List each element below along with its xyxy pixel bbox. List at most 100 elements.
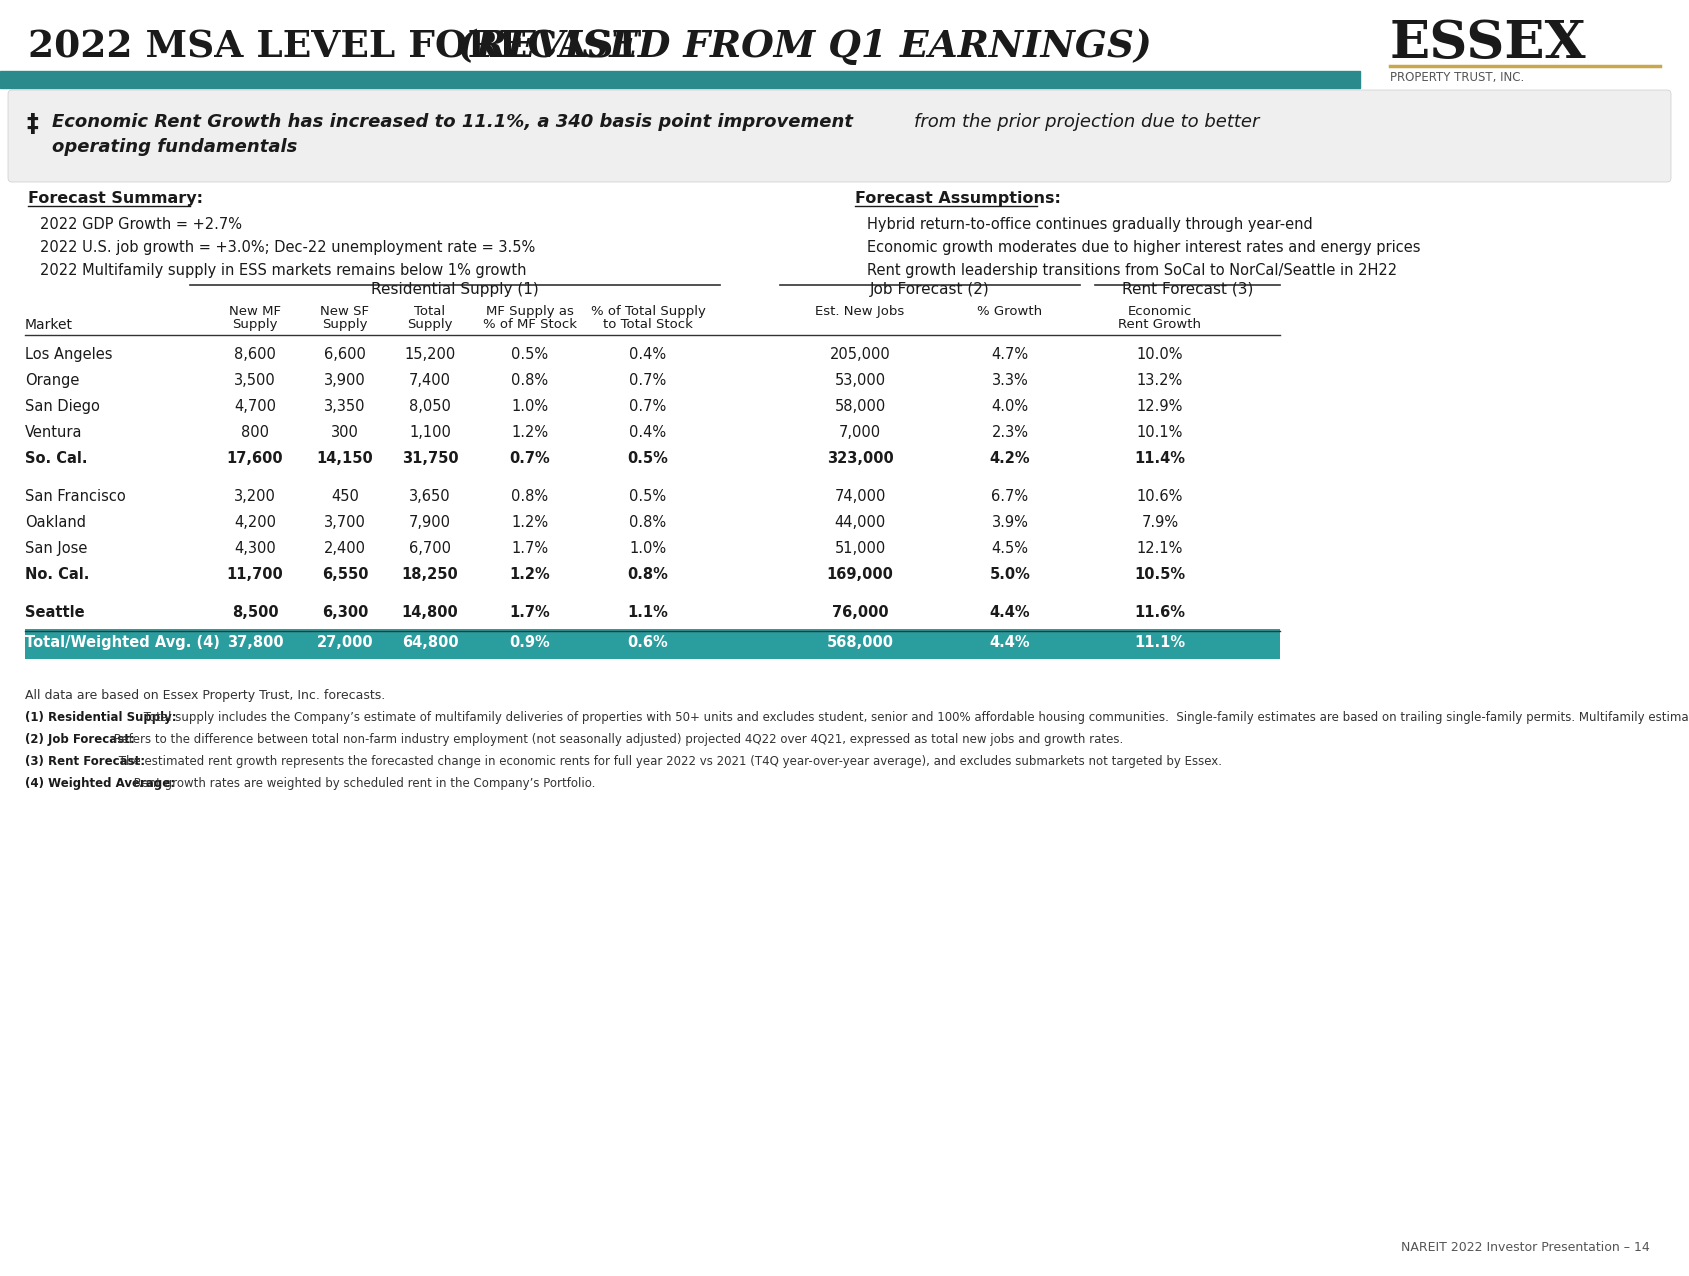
Text: Economic: Economic bbox=[1127, 305, 1191, 318]
Text: 6,600: 6,600 bbox=[324, 347, 367, 362]
Text: 0.8%: 0.8% bbox=[512, 373, 549, 388]
Text: The estimated rent growth represents the forecasted change in economic rents for: The estimated rent growth represents the… bbox=[115, 755, 1221, 768]
Text: 0.8%: 0.8% bbox=[627, 567, 669, 582]
Text: 0.5%: 0.5% bbox=[627, 450, 669, 466]
Text: 4,200: 4,200 bbox=[233, 516, 275, 530]
Text: San Diego: San Diego bbox=[25, 399, 100, 413]
Text: 3.9%: 3.9% bbox=[991, 516, 1029, 530]
Text: 1.2%: 1.2% bbox=[510, 567, 551, 582]
Text: 53,000: 53,000 bbox=[834, 373, 885, 388]
Bar bbox=[0, 71, 1360, 88]
Text: Market: Market bbox=[25, 318, 73, 332]
Text: % of MF Stock: % of MF Stock bbox=[483, 318, 576, 330]
Text: 15,200: 15,200 bbox=[404, 347, 456, 362]
Text: Hybrid return-to-office continues gradually through year-end: Hybrid return-to-office continues gradua… bbox=[866, 217, 1312, 232]
Text: (4) Weighted Average:: (4) Weighted Average: bbox=[25, 777, 176, 790]
Text: 1.7%: 1.7% bbox=[510, 605, 551, 620]
Text: Rent Growth: Rent Growth bbox=[1118, 318, 1201, 330]
Text: 76,000: 76,000 bbox=[831, 605, 888, 620]
Text: All data are based on Essex Property Trust, Inc. forecasts.: All data are based on Essex Property Tru… bbox=[25, 689, 385, 702]
Text: operating fundamentals: operating fundamentals bbox=[52, 138, 297, 156]
FancyBboxPatch shape bbox=[8, 91, 1670, 182]
Text: 3,900: 3,900 bbox=[324, 373, 365, 388]
Text: 0.7%: 0.7% bbox=[628, 399, 665, 413]
Text: from the prior projection due to better: from the prior projection due to better bbox=[914, 114, 1258, 131]
Text: 4.2%: 4.2% bbox=[990, 450, 1030, 466]
Text: Forecast Summary:: Forecast Summary: bbox=[29, 191, 203, 205]
Text: 44,000: 44,000 bbox=[834, 516, 885, 530]
Text: Supply: Supply bbox=[231, 318, 277, 330]
Text: 74,000: 74,000 bbox=[834, 489, 885, 504]
Text: 800: 800 bbox=[242, 425, 269, 440]
Text: 58,000: 58,000 bbox=[834, 399, 885, 413]
Text: 6,300: 6,300 bbox=[321, 605, 368, 620]
Text: NAREIT 2022 Investor Presentation – 14: NAREIT 2022 Investor Presentation – 14 bbox=[1400, 1242, 1648, 1254]
Text: 10.6%: 10.6% bbox=[1137, 489, 1182, 504]
Text: Orange: Orange bbox=[25, 373, 79, 388]
Text: New SF: New SF bbox=[321, 305, 370, 318]
Text: 10.1%: 10.1% bbox=[1137, 425, 1182, 440]
Text: 0.6%: 0.6% bbox=[627, 635, 667, 649]
Text: MF Supply as: MF Supply as bbox=[486, 305, 574, 318]
Text: 64,800: 64,800 bbox=[402, 635, 458, 649]
Text: 12.9%: 12.9% bbox=[1137, 399, 1182, 413]
Text: 1.2%: 1.2% bbox=[512, 425, 549, 440]
Text: ESSEX: ESSEX bbox=[1388, 18, 1586, 69]
Text: 8,050: 8,050 bbox=[409, 399, 451, 413]
Text: 0.7%: 0.7% bbox=[510, 450, 551, 466]
Text: Rent growth leadership transitions from SoCal to NorCal/Seattle in 2H22: Rent growth leadership transitions from … bbox=[866, 263, 1397, 278]
Text: 1.1%: 1.1% bbox=[627, 605, 669, 620]
Text: 2.3%: 2.3% bbox=[991, 425, 1029, 440]
Text: Est. New Jobs: Est. New Jobs bbox=[814, 305, 904, 318]
Text: 11.1%: 11.1% bbox=[1133, 635, 1186, 649]
Text: 1,100: 1,100 bbox=[409, 425, 451, 440]
Text: Seattle: Seattle bbox=[25, 605, 84, 620]
Text: % of Total Supply: % of Total Supply bbox=[589, 305, 704, 318]
Text: 4.4%: 4.4% bbox=[990, 605, 1030, 620]
Text: ‡: ‡ bbox=[25, 112, 37, 137]
Text: to Total Stock: to Total Stock bbox=[603, 318, 692, 330]
Text: Refers to the difference between total non-farm industry employment (not seasona: Refers to the difference between total n… bbox=[110, 732, 1123, 746]
Text: Oakland: Oakland bbox=[25, 516, 86, 530]
Text: New MF: New MF bbox=[230, 305, 280, 318]
Text: 568,000: 568,000 bbox=[826, 635, 893, 649]
Text: Total/Weighted Avg. (4): Total/Weighted Avg. (4) bbox=[25, 635, 220, 649]
Text: 13.2%: 13.2% bbox=[1137, 373, 1182, 388]
Text: 4.5%: 4.5% bbox=[991, 541, 1029, 556]
Text: 205,000: 205,000 bbox=[829, 347, 890, 362]
Text: Total: Total bbox=[414, 305, 446, 318]
Text: 6.7%: 6.7% bbox=[991, 489, 1029, 504]
Text: 4.7%: 4.7% bbox=[991, 347, 1029, 362]
Text: 6,700: 6,700 bbox=[409, 541, 451, 556]
Text: 37,800: 37,800 bbox=[226, 635, 284, 649]
Text: 5.0%: 5.0% bbox=[990, 567, 1030, 582]
Text: 4,300: 4,300 bbox=[235, 541, 275, 556]
Text: 17,600: 17,600 bbox=[226, 450, 284, 466]
Text: 4.0%: 4.0% bbox=[991, 399, 1029, 413]
Text: 7,900: 7,900 bbox=[409, 516, 451, 530]
Text: Ventura: Ventura bbox=[25, 425, 83, 440]
Text: 12.1%: 12.1% bbox=[1137, 541, 1182, 556]
Text: 0.4%: 0.4% bbox=[628, 347, 665, 362]
Text: 18,250: 18,250 bbox=[402, 567, 458, 582]
Text: 0.5%: 0.5% bbox=[628, 489, 665, 504]
Text: 14,150: 14,150 bbox=[316, 450, 373, 466]
Text: 2,400: 2,400 bbox=[324, 541, 367, 556]
Text: (REVISED FROM Q1 EARNINGS): (REVISED FROM Q1 EARNINGS) bbox=[458, 28, 1152, 65]
Text: 4.4%: 4.4% bbox=[990, 635, 1030, 649]
Text: 0.4%: 0.4% bbox=[628, 425, 665, 440]
Text: 10.5%: 10.5% bbox=[1133, 567, 1186, 582]
Text: 3,650: 3,650 bbox=[409, 489, 451, 504]
Text: Supply: Supply bbox=[407, 318, 453, 330]
Text: Forecast Assumptions:: Forecast Assumptions: bbox=[855, 191, 1061, 205]
Text: 1.2%: 1.2% bbox=[512, 516, 549, 530]
Text: 0.8%: 0.8% bbox=[512, 489, 549, 504]
Text: 1.0%: 1.0% bbox=[512, 399, 549, 413]
Text: Economic Rent Growth has increased to 11.1%, a 340 basis point improvement: Economic Rent Growth has increased to 11… bbox=[52, 114, 853, 131]
Text: 2022 MSA LEVEL FORECAST: 2022 MSA LEVEL FORECAST bbox=[29, 28, 654, 65]
Text: 3.3%: 3.3% bbox=[991, 373, 1029, 388]
Text: Rent Forecast (3): Rent Forecast (3) bbox=[1121, 282, 1253, 297]
Text: 7,000: 7,000 bbox=[838, 425, 880, 440]
Text: 8,600: 8,600 bbox=[233, 347, 275, 362]
Text: Job Forecast (2): Job Forecast (2) bbox=[870, 282, 990, 297]
